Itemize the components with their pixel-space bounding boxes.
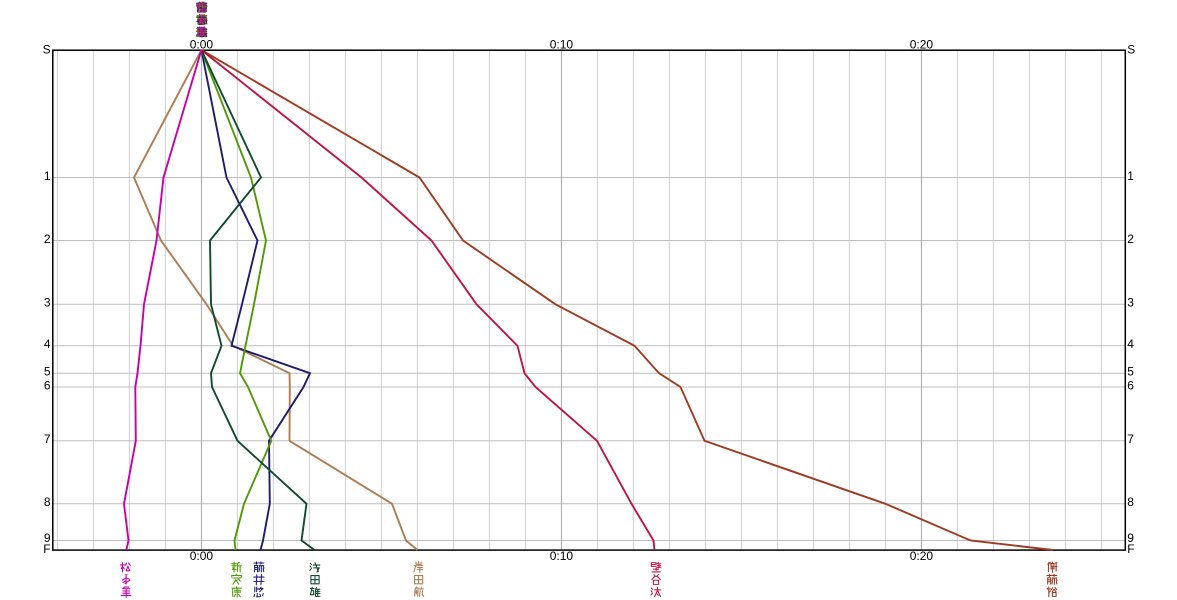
svg-text:6: 6 xyxy=(1127,378,1134,392)
svg-text:F: F xyxy=(1127,542,1134,556)
svg-text:0:10: 0:10 xyxy=(550,38,574,52)
svg-text:2: 2 xyxy=(1127,232,1134,246)
svg-text:1: 1 xyxy=(1127,169,1134,183)
svg-text:0:20: 0:20 xyxy=(910,38,934,52)
svg-text:3: 3 xyxy=(1127,296,1134,310)
svg-text:8: 8 xyxy=(44,495,51,509)
svg-text:7: 7 xyxy=(1127,432,1134,446)
svg-text:0:00: 0:00 xyxy=(190,549,214,563)
svg-text:1: 1 xyxy=(44,169,51,183)
svg-text:S: S xyxy=(1127,43,1135,57)
svg-text:4: 4 xyxy=(44,337,51,351)
svg-text:F: F xyxy=(43,542,50,556)
svg-text:6: 6 xyxy=(44,378,51,392)
svg-text:3: 3 xyxy=(44,296,51,310)
svg-text:9: 9 xyxy=(1127,531,1134,545)
svg-text:4: 4 xyxy=(1127,337,1134,351)
svg-text:5: 5 xyxy=(44,365,51,379)
svg-text:9: 9 xyxy=(44,531,51,545)
svg-text:7: 7 xyxy=(44,432,51,446)
svg-text:2: 2 xyxy=(44,232,51,246)
svg-text:0:10: 0:10 xyxy=(550,549,574,563)
svg-text:0:00: 0:00 xyxy=(190,38,214,52)
svg-text:0:20: 0:20 xyxy=(910,549,934,563)
svg-text:8: 8 xyxy=(1127,495,1134,509)
svg-text:5: 5 xyxy=(1127,365,1134,379)
svg-text:S: S xyxy=(43,43,51,57)
